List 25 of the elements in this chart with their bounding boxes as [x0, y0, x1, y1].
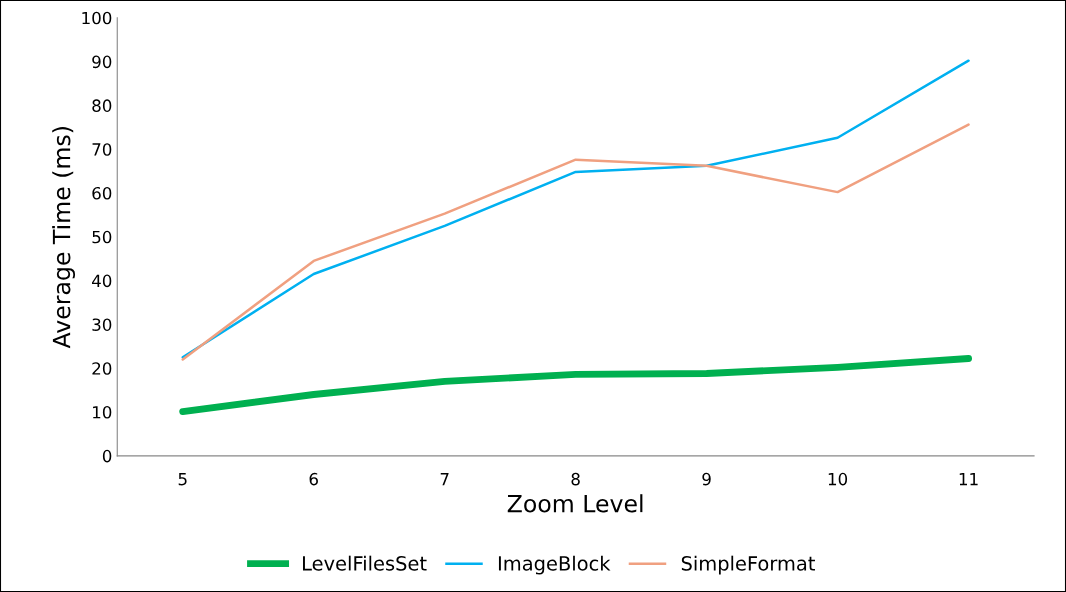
y-tick-label: 70 — [92, 143, 112, 156]
x-axis-title: Zoom Level — [507, 494, 643, 513]
y-tick-label: 80 — [92, 99, 112, 112]
y-tick-label: 40 — [92, 274, 112, 288]
line-series — [181, 123, 970, 361]
y-tick-label: 20 — [92, 362, 112, 375]
y-tick-label: 100 — [82, 11, 112, 25]
y-tick-label: 10 — [93, 405, 112, 419]
legend-label: ImageBlock — [498, 555, 611, 575]
x-tick-label: 9 — [702, 472, 711, 486]
x-tick-label: 7 — [440, 473, 449, 486]
x-tick-label: 10 — [828, 472, 848, 486]
line-series — [181, 59, 970, 359]
y-tick-label: 60 — [92, 186, 112, 200]
y-tick-label: 50 — [92, 230, 112, 244]
y-axis-title: Average Time (ms) — [52, 127, 76, 349]
x-tick-label: 11 — [959, 473, 978, 486]
x-tick-label: 8 — [571, 472, 580, 486]
y-tick-label: 90 — [92, 55, 112, 69]
y-tick-label: 0 — [102, 449, 112, 463]
y-tick-label: 30 — [92, 318, 112, 331]
legend-label: LevelFilesSet — [303, 555, 427, 571]
x-tick-label: 5 — [178, 473, 187, 486]
legend-label: SimpleFormat — [681, 555, 815, 575]
x-tick-label: 6 — [309, 472, 318, 486]
